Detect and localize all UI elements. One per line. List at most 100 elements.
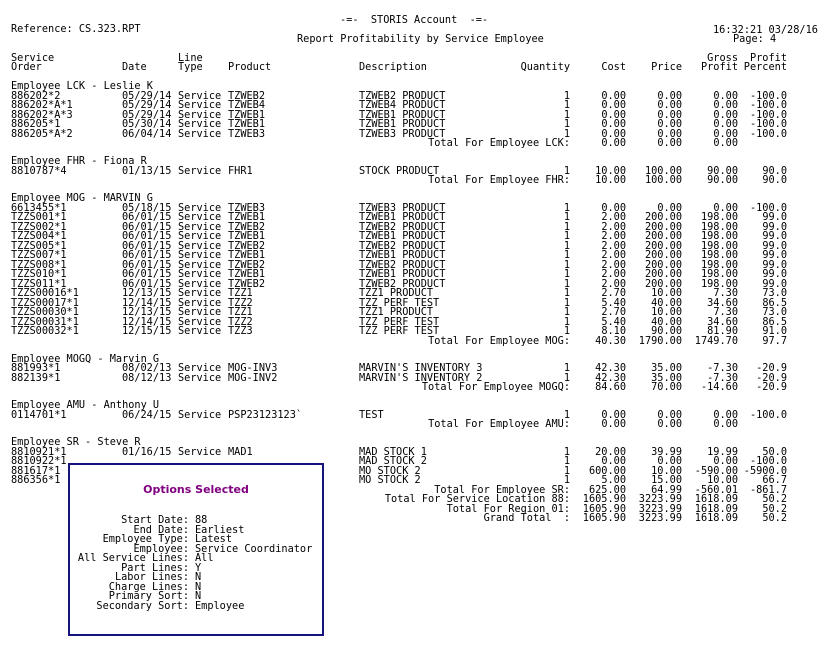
cell-order: 886202*A*1	[11, 99, 73, 111]
cell-line-type: Service	[178, 99, 222, 111]
cell-profit-percent: 73.0	[762, 306, 787, 318]
cell-line-type: Service	[178, 118, 222, 130]
cell-profit-percent: 99.0	[762, 230, 787, 242]
total-cost: 1605.90	[582, 502, 626, 515]
total-gross-profit: -560.01	[694, 483, 738, 496]
cell-cost: 2.70	[601, 306, 626, 318]
cell-price: 10.00	[651, 306, 682, 318]
cell-description: TZWEB2 PRODUCT	[359, 258, 446, 271]
cell-cost: 10.00	[595, 164, 626, 177]
cell-price: 0.00	[657, 408, 682, 421]
table-row: 881993*1 08/02/13 Service MOG-INV3 MARVIN'S …	[0, 362, 840, 374]
cell-profit-percent: -100.0	[749, 118, 787, 130]
table-row: 8810922*1 MAD STOCK 2 1 0.00 0.00 0.00 -100.0	[0, 455, 840, 467]
option-value: Latest	[195, 533, 233, 545]
table-row: 886202*A*1 05/29/14 Service TZWEB4 TZWEB4 PR…	[0, 99, 840, 111]
cell-price: 90.00	[651, 325, 682, 337]
total-gross-profit: 0.00	[713, 418, 738, 430]
table-row: TZZS007*1 06/01/15 Service TZWEB1 TZWEB1 PRO…	[0, 249, 840, 261]
cell-quantity: 1	[563, 371, 570, 384]
cell-gross-profit: 198.00	[700, 268, 738, 280]
cell-product: TZWEB2	[228, 239, 266, 252]
cell-order: TZZS001*1	[11, 211, 67, 223]
cell-price: 40.00	[651, 315, 682, 328]
cell-quantity: 1	[563, 118, 570, 130]
total-label: Total For Employee MOGQ:	[421, 381, 570, 393]
cell-price: 0.00	[657, 108, 682, 121]
table-row: TZZS004*1 06/01/15 Service TZWEB1 TZWEB1 PRO…	[0, 230, 840, 242]
cell-product: TZZ3	[228, 325, 253, 337]
company-name: -=- STORIS Account -=-	[340, 14, 489, 26]
total-row: Total For Employee FHR: 10.00 100.00 90.00 9…	[0, 174, 840, 186]
cell-profit-percent: 86.5	[762, 315, 787, 328]
cell-order: 8810921*1	[11, 445, 67, 458]
cell-description: MO STOCK 2	[359, 464, 421, 477]
cell-date: 06/01/15	[122, 258, 172, 271]
cell-order: 881617*1	[11, 464, 61, 477]
cell-profit-percent: 73.0	[762, 287, 787, 299]
option-item: Employee: Service Coordinator	[70, 544, 322, 555]
cell-order: 886205*A*2	[11, 127, 73, 140]
cell-gross-profit: 10.00	[707, 474, 738, 486]
cell-description: TZWEB1 PRODUCT	[359, 249, 446, 261]
cell-gross-profit: 90.00	[707, 164, 738, 177]
table-row: 0114701*1 06/24/15 Service PSP23123123` TEST…	[0, 408, 840, 421]
cell-gross-profit: 0.00	[713, 408, 738, 421]
cell-date: 06/01/15	[122, 249, 172, 261]
cell-date: 06/01/15	[122, 230, 172, 242]
table-row: 886202*2 05/29/14 Service TZWEB2 TZWEB2 PROD…	[0, 89, 840, 102]
cell-cost: 0.00	[601, 89, 626, 102]
option-label: All Service Lines:	[77, 552, 189, 564]
cell-cost: 2.00	[601, 220, 626, 233]
cell-line-type: Service	[178, 258, 222, 271]
cell-product: TZZ1	[228, 306, 253, 318]
cell-product: TZWEB3	[228, 127, 266, 140]
cell-price: 200.00	[644, 268, 682, 280]
cell-gross-profit: 0.00	[713, 118, 738, 130]
cell-product: TZWEB1	[228, 249, 266, 261]
total-cost: 10.00	[595, 174, 626, 186]
cell-profit-percent: 99.0	[762, 268, 787, 280]
cell-cost: 2.00	[601, 258, 626, 271]
cell-order: TZZS00030*1	[11, 306, 79, 318]
cell-quantity: 1	[563, 249, 570, 261]
cell-line-type: Service	[178, 268, 222, 280]
total-row: Total For Employee LCK: 0.00 0.00 0.00	[0, 137, 840, 149]
cell-gross-profit: 0.00	[713, 455, 738, 467]
cell-line-type: Service	[178, 108, 222, 121]
option-label: End Date:	[133, 523, 189, 536]
cell-description: TZWEB4 PRODUCT	[359, 99, 446, 111]
cell-product: TZWEB1	[228, 118, 266, 130]
cell-date: 05/29/14	[122, 89, 172, 102]
cell-quantity: 1	[563, 220, 570, 233]
total-price: 1790.00	[638, 334, 682, 347]
report-timestamp: 16:32:21 03/28/16	[713, 24, 818, 36]
cell-description: MAD STOCK 2	[359, 455, 427, 467]
cell-cost: 42.30	[595, 362, 626, 374]
cell-quantity: 1	[563, 108, 570, 121]
total-row: Total For Region 01: 1605.90 3223.99 1618.0…	[0, 502, 840, 515]
cell-gross-profit: 81.90	[707, 325, 738, 337]
total-label: Total For Employee LCK:	[428, 137, 570, 149]
cell-date: 01/13/15	[122, 164, 172, 177]
cell-product: TZZ1	[228, 287, 253, 299]
cell-cost: 0.00	[601, 455, 626, 467]
table-row: TZZS005*1 06/01/15 Service TZWEB2 TZWEB2 PRO…	[0, 239, 840, 252]
report-title: Report Profitability by Service Employee	[297, 33, 544, 45]
cell-quantity: 1	[563, 201, 570, 214]
total-price: 0.00	[657, 137, 682, 149]
cell-profit-percent: -100.0	[749, 455, 787, 467]
cell-profit-percent: -100.0	[749, 127, 787, 140]
option-label: Primary Sort:	[108, 590, 189, 602]
total-row: Grand Total : 1605.90 3223.99 1618.09 50.2	[0, 513, 840, 524]
cell-profit-percent: 99.0	[762, 258, 787, 271]
cell-gross-profit: 198.00	[700, 277, 738, 290]
cell-product: FHR1	[228, 164, 253, 177]
cell-product: TZWEB2	[228, 220, 266, 233]
cell-date: 12/13/15	[122, 306, 172, 318]
cell-description: TZWEB3 PRODUCT	[359, 127, 446, 140]
cell-price: 0.00	[657, 201, 682, 214]
cell-price: 200.00	[644, 211, 682, 223]
cell-description: TZZ1 PRODUCT	[359, 306, 434, 318]
cell-date: 06/01/15	[122, 239, 172, 252]
